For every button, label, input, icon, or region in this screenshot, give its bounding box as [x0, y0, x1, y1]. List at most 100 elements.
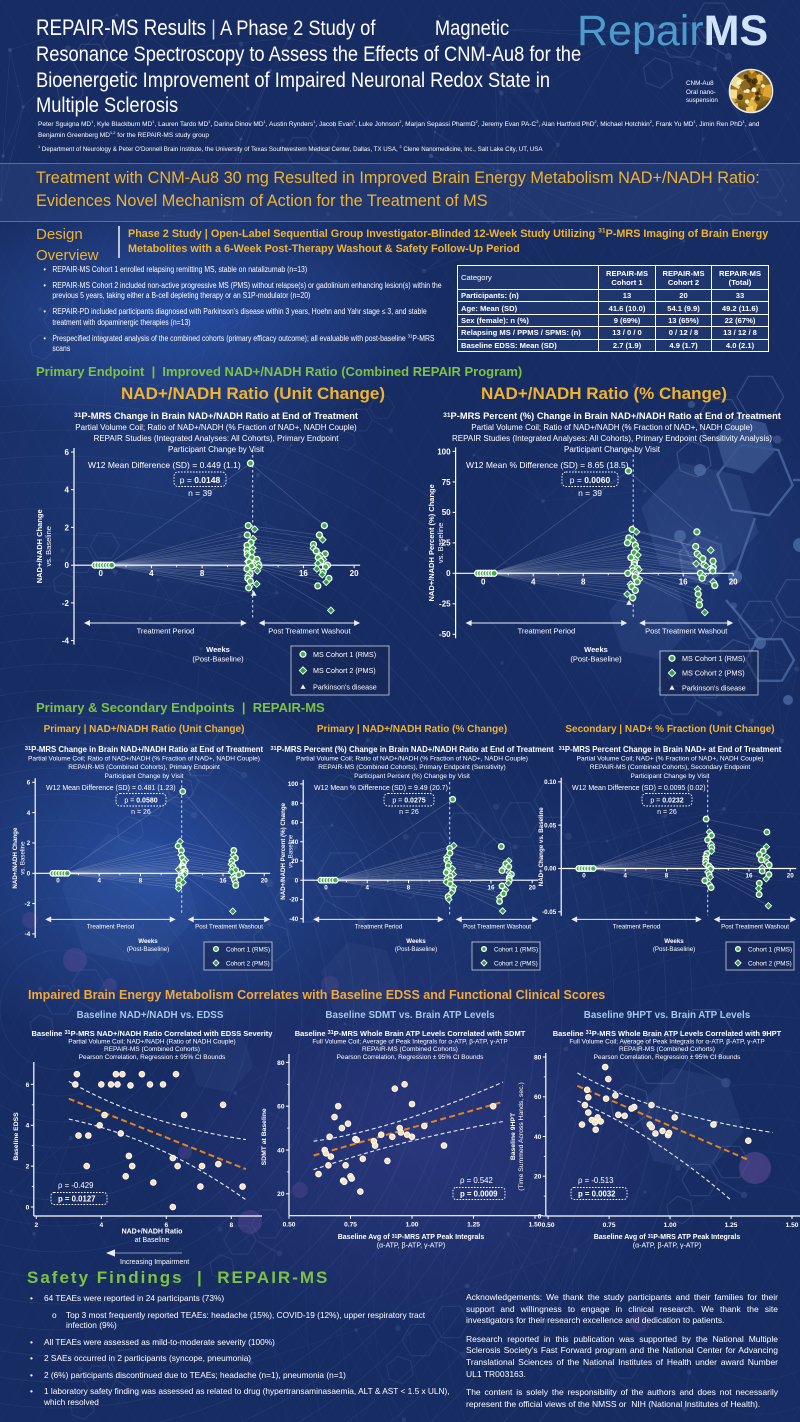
svg-text:Increasing Impairment: Increasing Impairment: [120, 1259, 189, 1266]
svg-text:NAD+/NADH Ratio: NAD+/NADH Ratio: [122, 1229, 183, 1236]
svg-text:0: 0: [446, 569, 451, 578]
svg-text:REPAIR-MS (Combined Cohorts),: REPAIR-MS (Combined Cohorts), Primary En…: [68, 764, 220, 771]
svg-text:Full Volume Coil; Average of P: Full Volume Coil; Average of Peak Integr…: [569, 1039, 764, 1046]
svg-text:0: 0: [65, 561, 70, 570]
svg-text:vs. Baseline: vs. Baseline: [20, 841, 27, 875]
svg-text:75: 75: [442, 478, 451, 487]
svg-text:Post Treatment Washout: Post Treatment Washout: [463, 924, 531, 931]
svg-text:0: 0: [324, 884, 328, 891]
svg-text:(Post-Baseline): (Post-Baseline): [192, 655, 244, 664]
svg-text:20: 20: [729, 577, 738, 586]
svg-text:p = 0.0580: p = 0.0580: [124, 798, 157, 805]
svg-text:Weeks: Weeks: [584, 645, 608, 654]
svg-text:80: 80: [291, 800, 298, 807]
svg-text:16: 16: [299, 569, 308, 578]
svg-text:8: 8: [229, 1222, 233, 1229]
svg-text:-50: -50: [439, 630, 451, 639]
svg-text:Partial Volume Coil; NAD+ (% F: Partial Volume Coil; NAD+ (% Fraction of…: [577, 756, 764, 763]
svg-text:Baseline 31P-MRS Whole Brain A: Baseline 31P-MRS Whole Brain ATP Levels …: [553, 1029, 782, 1038]
svg-text:NAD+/NADH Change: NAD+/NADH Change: [12, 827, 19, 889]
svg-text:Post Treatment Washout: Post Treatment Washout: [268, 627, 351, 636]
svg-text:Partial Volume Coil; Ratio of: Partial Volume Coil; Ratio of NAD+/NADH …: [471, 423, 753, 432]
svg-text:0: 0: [538, 1213, 542, 1220]
svg-text:vs. Baseline: vs. Baseline: [436, 523, 445, 563]
svg-text:Partial Volume Coil; NAD+/NADH: Partial Volume Coil; NAD+/NADH (Ratio of…: [68, 1039, 235, 1046]
svg-text:(α-ATP, β-ATP, γ-ATP): (α-ATP, β-ATP, γ-ATP): [633, 1243, 702, 1250]
svg-text:0.00: 0.00: [544, 866, 557, 873]
svg-text:1.25: 1.25: [725, 1222, 738, 1229]
svg-text:W12 Mean Difference (SD) = 0.4: W12 Mean Difference (SD) = 0.481 (1.23): [46, 785, 176, 792]
svg-text:Parkinson's disease: Parkinson's disease: [313, 682, 377, 691]
svg-text:60: 60: [291, 820, 298, 827]
svg-text:MS Cohort 2 (PMS): MS Cohort 2 (PMS): [313, 666, 376, 675]
svg-text:NAD+/NADH Percent (%) Change: NAD+/NADH Percent (%) Change: [280, 802, 287, 899]
svg-text:-4: -4: [62, 637, 70, 646]
svg-text:0.75: 0.75: [603, 1222, 616, 1229]
svg-text:8: 8: [665, 873, 669, 880]
svg-text:4: 4: [27, 810, 31, 817]
svg-text:Baseline 31P-MRS Whole Brain A: Baseline 31P-MRS Whole Brain ATP Levels …: [295, 1029, 526, 1038]
svg-text:p = 0.0060: p = 0.0060: [570, 475, 611, 485]
svg-text:REPAIR-MS (Combined Cohorts): REPAIR-MS (Combined Cohorts): [104, 1046, 200, 1053]
svg-text:n = 39: n = 39: [578, 488, 602, 498]
svg-text:6: 6: [26, 1082, 30, 1089]
svg-text:Participant Percent (%) Change: Participant Percent (%) Change by Visit: [354, 773, 470, 780]
svg-text:Partial Volume Coil; Ratio of: Partial Volume Coil; Ratio of NAD+/NADH …: [28, 756, 260, 763]
svg-text:1.25: 1.25: [467, 1222, 480, 1229]
svg-text:p = 0.0148: p = 0.0148: [180, 475, 221, 485]
svg-text:0: 0: [27, 871, 31, 878]
svg-text:at Baseline: at Baseline: [135, 1237, 170, 1244]
svg-text:31P-MRS Percent (%) Change in: 31P-MRS Percent (%) Change in Brain NAD+…: [270, 745, 554, 754]
svg-text:MS Cohort 1 (RMS): MS Cohort 1 (RMS): [313, 650, 376, 659]
svg-text:4: 4: [623, 873, 627, 880]
svg-text:20: 20: [534, 1174, 542, 1181]
svg-text:n = 39: n = 39: [188, 488, 212, 498]
svg-text:20: 20: [787, 873, 794, 880]
svg-text:(Post-Baseline): (Post-Baseline): [395, 946, 437, 953]
svg-text:n = 26: n = 26: [399, 809, 419, 816]
svg-text:20: 20: [291, 858, 298, 865]
svg-text:Baseline EDSS: Baseline EDSS: [13, 1112, 20, 1161]
svg-text:Baseline Avg of 31P-MRS ATP Pe: Baseline Avg of 31P-MRS ATP Peak Integra…: [594, 1234, 741, 1242]
svg-text:-2: -2: [25, 901, 31, 908]
svg-text:6: 6: [65, 448, 70, 457]
svg-text:Post Treatment Washout: Post Treatment Washout: [645, 627, 728, 636]
svg-text:Pearson Correlation, Regressio: Pearson Correlation, Regression ± 95% CI…: [337, 1054, 484, 1061]
svg-text:REPAIR Studies (Integrated Ana: REPAIR Studies (Integrated Analyses: All…: [94, 434, 340, 443]
svg-text:SDMT at Baseline: SDMT at Baseline: [261, 1108, 268, 1165]
svg-text:W12 Mean % Difference (SD) = 8: W12 Mean % Difference (SD) = 8.65 (18.5): [466, 460, 629, 470]
svg-text:Cohort 1 (RMS): Cohort 1 (RMS): [226, 946, 270, 953]
svg-text:20: 20: [350, 569, 359, 578]
svg-text:40: 40: [291, 839, 298, 846]
svg-text:(Post-Baseline): (Post-Baseline): [570, 655, 622, 664]
svg-text:(Time Summed Across Hands, sec: (Time Summed Across Hands, sec.): [518, 1082, 525, 1191]
svg-text:REPAIR Studies (Integrated Ana: REPAIR Studies (Integrated Analyses: All…: [452, 434, 772, 443]
svg-text:8: 8: [200, 569, 205, 578]
svg-text:Partial Volume Coil; Ratio of: Partial Volume Coil; Ratio of NAD+/NADH …: [75, 423, 357, 432]
svg-text:Post Treatment Washout: Post Treatment Washout: [195, 924, 263, 931]
svg-text:0: 0: [582, 873, 586, 880]
svg-text:0: 0: [26, 1204, 30, 1211]
svg-text:4: 4: [365, 884, 369, 891]
svg-text:(α-ATP, β-ATP, γ-ATP): (α-ATP, β-ATP, γ-ATP): [377, 1243, 446, 1250]
svg-text:(Post-Baseline): (Post-Baseline): [127, 946, 169, 953]
svg-text:MS Cohort 2 (PMS): MS Cohort 2 (PMS): [682, 669, 745, 678]
svg-text:Treatment Period: Treatment Period: [355, 924, 403, 931]
svg-text:ρ = -0.429: ρ = -0.429: [58, 1181, 93, 1190]
svg-text:NAD+ Change vs. Baseline: NAD+ Change vs. Baseline: [538, 807, 545, 886]
svg-text:Participant Change by Visit: Participant Change by Visit: [168, 445, 265, 454]
svg-text:100: 100: [437, 447, 451, 456]
svg-text:0: 0: [295, 877, 299, 884]
svg-text:Baseline Avg of 31P-MRS ATP Pe: Baseline Avg of 31P-MRS ATP Peak Integra…: [338, 1234, 485, 1242]
svg-text:1.50: 1.50: [786, 1222, 799, 1229]
svg-text:p = 0.0232: p = 0.0232: [650, 798, 683, 805]
svg-text:n = 26: n = 26: [657, 809, 677, 816]
svg-text:8: 8: [139, 878, 143, 885]
svg-text:50: 50: [442, 508, 451, 517]
svg-text:Cohort 2 (PMS): Cohort 2 (PMS): [494, 960, 538, 967]
svg-text:Treatment Period: Treatment Period: [87, 924, 135, 931]
svg-text:0: 0: [98, 569, 103, 578]
svg-text:1.00: 1.00: [664, 1222, 677, 1229]
svg-text:0.75: 0.75: [344, 1222, 357, 1229]
svg-text:0.10: 0.10: [544, 779, 557, 786]
